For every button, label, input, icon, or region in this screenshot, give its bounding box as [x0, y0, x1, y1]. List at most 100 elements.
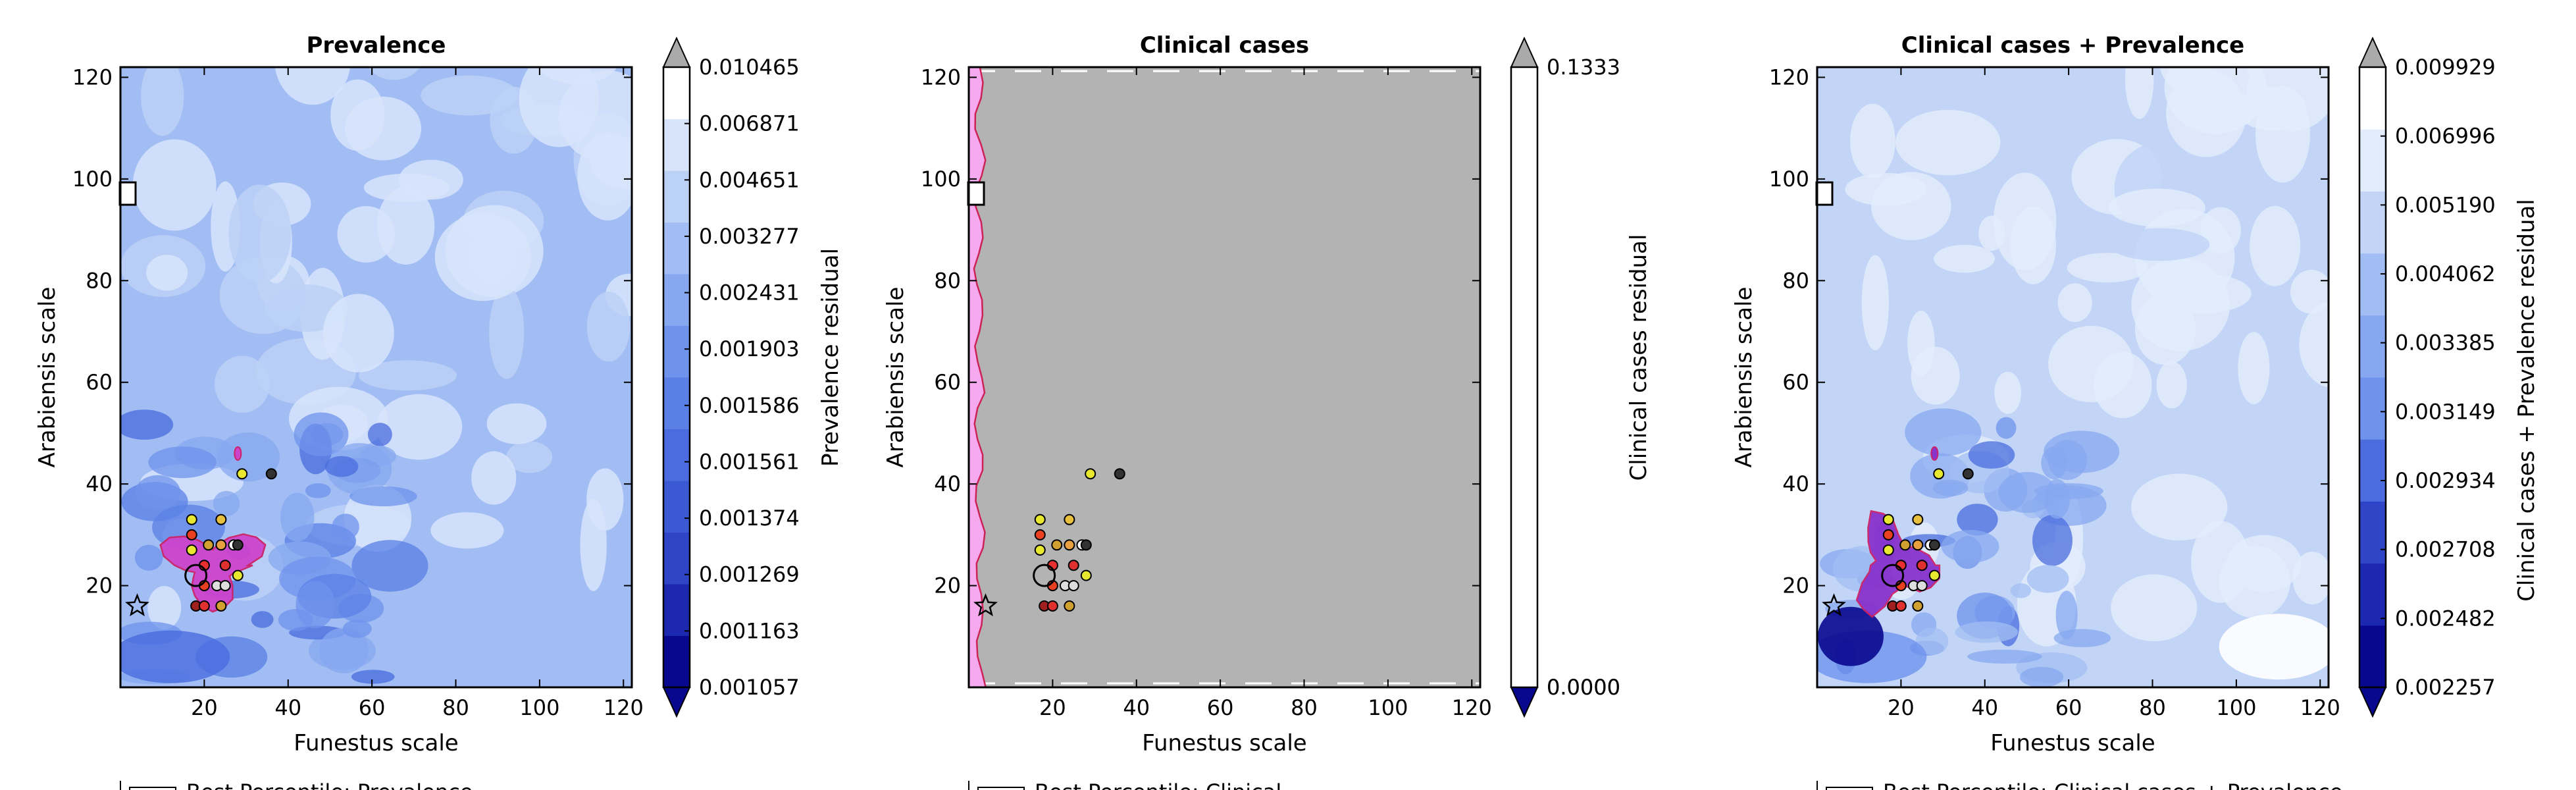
scatter-point — [1916, 560, 1928, 571]
colorbar-tick-label: 0.006996 — [2395, 124, 2496, 149]
colorbar-band — [2359, 67, 2386, 130]
x-tick-label: 60 — [359, 695, 386, 720]
x-tick-label: 40 — [1123, 695, 1150, 720]
contour-patch — [519, 67, 600, 147]
contour-patch — [363, 173, 450, 202]
chart-title: Clinical cases — [1140, 32, 1309, 59]
contour-patch — [368, 67, 420, 80]
plot-area — [120, 67, 632, 687]
colorbar-band — [2359, 129, 2386, 192]
colorbar-band — [663, 325, 690, 378]
contour-patch — [1957, 504, 1998, 536]
scatter-point — [1034, 514, 1046, 525]
legend-label: Best Percentile: Clinical cases + Preval… — [1883, 779, 2342, 790]
x-tick-label: 80 — [442, 695, 469, 720]
colorbar: 0.001057 0.001163 0.001269 0.001374 0.001561… — [662, 36, 844, 718]
contour-patch — [2020, 666, 2064, 687]
y-axis-label: Arabiensis scale — [34, 287, 61, 468]
contour-patch — [2111, 574, 2198, 642]
colorbar-band — [2359, 439, 2386, 502]
contour-patch — [2044, 479, 2071, 519]
contour-patch — [471, 451, 517, 505]
contour-patch — [1996, 417, 2017, 439]
scatter-point — [1928, 539, 1940, 551]
y-tick-label: 20 — [934, 573, 961, 598]
colorbar-label: Prevalence residual — [817, 248, 844, 467]
contour-patch — [1994, 371, 2022, 414]
colorbar-band — [663, 377, 690, 429]
contour-patch — [2219, 545, 2290, 618]
scatter-point — [1046, 600, 1058, 612]
y-axis-label: Arabiensis scale — [883, 287, 909, 468]
colorbar-tick-label: 0.009929 — [2395, 55, 2496, 80]
scatter-point — [1882, 544, 1894, 556]
colorbar-tick-label: 0.006871 — [699, 111, 800, 136]
y-tick-label: 100 — [921, 167, 961, 192]
chart-title: Prevalence — [307, 32, 446, 59]
contour-patch — [1955, 621, 2019, 643]
contour-patch — [1861, 255, 1890, 351]
scatter-point — [1068, 580, 1079, 592]
contour-patch — [2048, 325, 2134, 403]
x-tick-label: 100 — [519, 695, 559, 720]
scatter-point — [1895, 600, 1907, 612]
axes-frame — [119, 66, 633, 689]
y-tick-label: 120 — [72, 65, 113, 90]
y-tick-label: 20 — [86, 573, 113, 598]
scatter-point — [1928, 569, 1940, 581]
colorbar-extend-low — [1510, 687, 1539, 718]
highlight-region — [159, 533, 267, 613]
legend: Best Percentile: Clinical cases + Preval… — [1816, 779, 2342, 790]
colorbar-band — [2359, 377, 2386, 440]
colorbar-tick-label: 0.004651 — [699, 167, 800, 192]
contour-patch — [1817, 606, 1884, 666]
scatter-point — [1051, 539, 1063, 551]
axes-frame — [1816, 66, 2330, 689]
chart-panel-3: 20 40 60 80 100 120 20 40 60 80 100 120 Clinical cas… — [1731, 32, 2540, 790]
contour-patch — [489, 286, 525, 379]
x-tick-label: 120 — [2300, 695, 2340, 720]
legend: Best Percentile: Prevalence — [120, 779, 473, 790]
colorbar-tick-label: 0.0000 — [1547, 675, 1620, 700]
colorbar-tick-label: 0.010465 — [699, 55, 800, 80]
contour-patch — [1984, 67, 2015, 80]
circle-marker — [184, 564, 208, 587]
contour-patch — [1915, 627, 1949, 656]
scatter-point — [1962, 468, 1974, 480]
contour-patch — [146, 254, 188, 291]
legend-swatch — [977, 787, 1025, 790]
highlight-region — [969, 67, 987, 687]
x-tick-label: 40 — [274, 695, 301, 720]
y-tick-label: 120 — [1769, 65, 1809, 90]
scatter-point — [1912, 600, 1924, 612]
colorbar-tick-label: 0.001903 — [699, 336, 800, 361]
contour-patch — [322, 294, 394, 373]
scatter-point — [1080, 569, 1092, 581]
contour-patch — [2048, 440, 2088, 481]
legend: Best Percentile: Clinical — [968, 779, 1281, 790]
scatter-point — [1916, 580, 1928, 592]
y-tick-label: 100 — [1769, 167, 1809, 192]
scatter-point — [1933, 468, 1945, 480]
y-axis-label: Arabiensis scale — [1731, 287, 1757, 468]
colorbar-tick-label: 0.001561 — [699, 449, 800, 474]
contour-patch — [2010, 583, 2032, 598]
y-tick-label: 40 — [934, 471, 961, 496]
contour-patch — [324, 456, 359, 477]
contour-patch — [506, 441, 553, 473]
colorbar-extend-low — [2358, 687, 2387, 718]
contour-patch — [2067, 253, 2148, 283]
colorbar-frame — [2358, 66, 2387, 689]
scatter-point — [232, 569, 244, 581]
colorbar-band — [2359, 253, 2386, 316]
scatter-point — [215, 514, 227, 525]
colorbar-band — [2359, 625, 2386, 688]
colorbar-tick-label: 0.004062 — [2395, 261, 2496, 286]
colorbar-tick-label: 0.002257 — [2395, 675, 2496, 700]
scatter-point — [232, 539, 244, 551]
contour-patch — [1998, 471, 2056, 514]
x-axis-label: Funestus scale — [294, 730, 458, 756]
contour-patch — [2026, 565, 2069, 593]
x-tick-label: 20 — [1039, 695, 1066, 720]
